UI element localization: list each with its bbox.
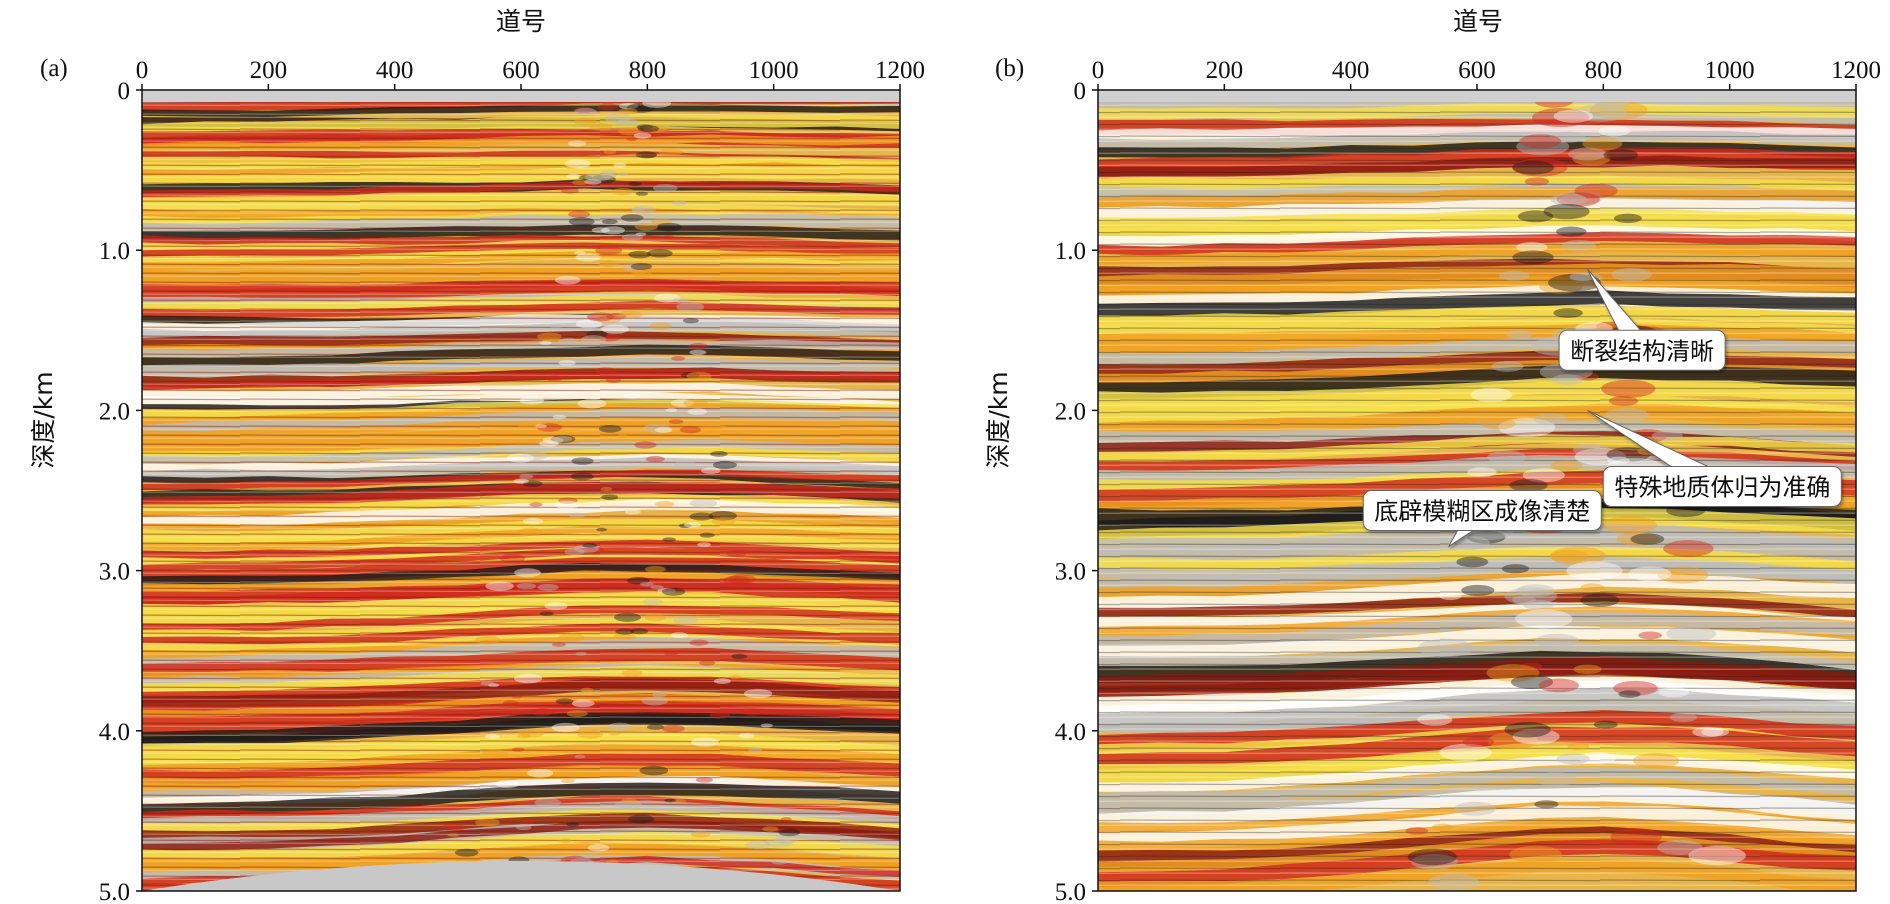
panel-b-xlabel: 道号 <box>1453 7 1503 36</box>
x-tick-label: 200 <box>250 57 288 84</box>
y-tick-label: 4.0 <box>1055 719 1086 746</box>
panel-a: (a) 道号 深度/km 0 200 400 600 800 1000 1200 0 1.0 2… <box>29 7 925 904</box>
y-tick-label: 0 <box>118 78 131 105</box>
y-tick-label: 1.0 <box>1055 238 1086 265</box>
y-tick-label: 1.0 <box>99 238 130 265</box>
y-tick-label: 3.0 <box>1055 559 1086 586</box>
x-tick-label: 0 <box>136 57 149 84</box>
callout-0: 断裂结构清晰 <box>1558 269 1726 371</box>
x-tick-label: 1200 <box>875 57 925 84</box>
x-tick-label: 400 <box>376 57 414 84</box>
diapir-zone <box>441 92 801 888</box>
y-tick-label: 5.0 <box>1055 879 1086 904</box>
x-tick-label: 600 <box>1458 57 1496 84</box>
x-tick-label: 1000 <box>749 57 799 84</box>
panel-b-label: (b) <box>995 55 1024 82</box>
x-tick-label: 0 <box>1092 57 1105 84</box>
callout-box <box>1602 465 1842 507</box>
y-tick-label: 3.0 <box>99 559 130 586</box>
callout-box <box>1362 490 1602 531</box>
panel-a-seismic-image <box>142 90 900 891</box>
panel-a-xlabel: 道号 <box>496 7 546 36</box>
callout-2: 底辟模糊区成像清楚 <box>1362 490 1602 547</box>
panel-a-x-ticks: 0 200 400 600 800 1000 1200 <box>136 57 925 90</box>
grey-top-strip <box>1098 90 1856 102</box>
x-tick-label: 1000 <box>1705 57 1755 84</box>
callout-text: 特殊地质体归为准确 <box>1614 473 1830 501</box>
x-tick-label: 1200 <box>1831 57 1881 84</box>
callout-1: 特殊地质体归为准确 <box>1587 409 1842 507</box>
callout-box <box>1558 329 1726 371</box>
x-tick-label: 200 <box>1206 57 1244 84</box>
seismic-texture <box>142 90 900 891</box>
grey-bottom-arc <box>142 861 900 891</box>
y-tick-label: 5.0 <box>99 879 130 904</box>
panel-a-frame <box>141 89 901 892</box>
panel-b-frame <box>1097 89 1857 892</box>
panel-b: (b) 道号 深度/km 0 200 400 600 800 1000 1200 0 1.0 2… <box>984 7 1881 904</box>
panel-b-x-ticks: 0 200 400 600 800 1000 1200 <box>1092 57 1881 90</box>
callout-text: 断裂结构清晰 <box>1570 337 1714 365</box>
panel-a-y-ticks: 0 1.0 2.0 3.0 4.0 5.0 <box>99 78 142 904</box>
panel-a-label: (a) <box>40 55 68 82</box>
diapir-zone <box>1405 94 1746 891</box>
x-tick-label: 800 <box>629 57 667 84</box>
x-tick-label: 400 <box>1332 57 1370 84</box>
y-tick-label: 2.0 <box>1055 398 1086 425</box>
callout-text: 底辟模糊区成像清楚 <box>1374 498 1590 526</box>
panel-b-y-ticks: 0 1.0 2.0 3.0 4.0 5.0 <box>1055 78 1098 904</box>
grey-top-strip <box>142 90 900 102</box>
panel-a-ylabel: 深度/km <box>29 371 58 468</box>
x-tick-label: 600 <box>502 57 540 84</box>
panel-b-ylabel: 深度/km <box>984 371 1013 468</box>
y-tick-label: 4.0 <box>99 719 130 746</box>
x-tick-label: 800 <box>1585 57 1623 84</box>
y-tick-label: 2.0 <box>99 398 130 425</box>
y-tick-label: 0 <box>1074 78 1087 105</box>
